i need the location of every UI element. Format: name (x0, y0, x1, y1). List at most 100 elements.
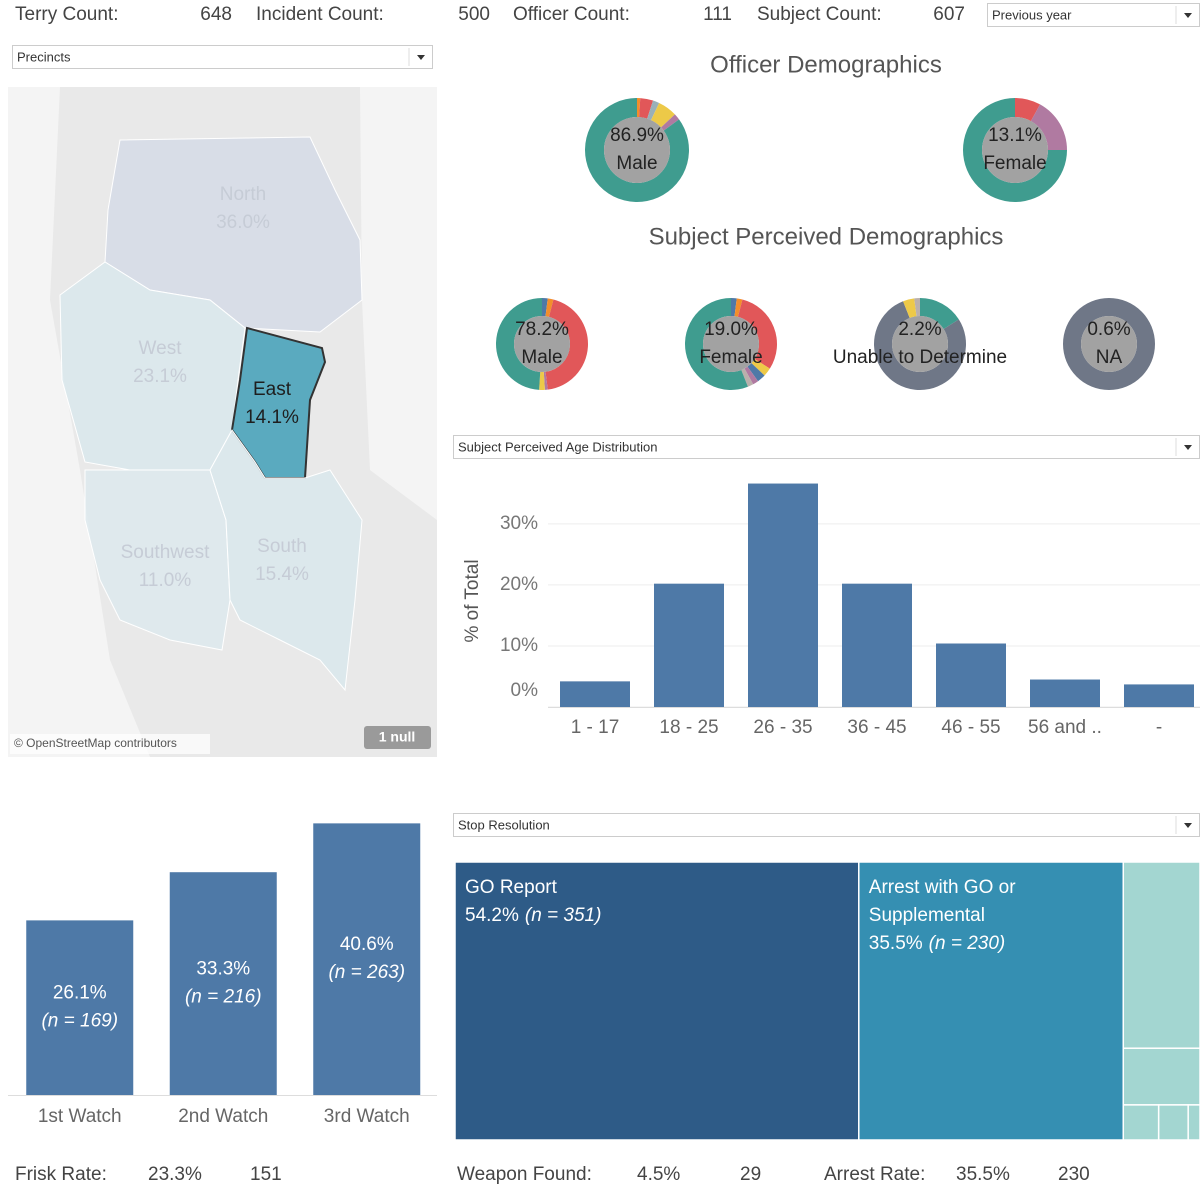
donut-segment (874, 301, 966, 390)
bar[interactable] (1124, 684, 1194, 707)
donut-center (982, 117, 1048, 183)
donut-center (892, 316, 948, 372)
bar-value-label: 33.3% (196, 959, 250, 980)
precinct-value: 23.1% (133, 366, 187, 387)
bar-value-label: 40.6% (340, 934, 394, 955)
donut-value: 13.1% (988, 125, 1042, 146)
bar-count-label: (n = 169) (41, 1011, 118, 1032)
x-tick-label: 18 - 25 (659, 717, 718, 738)
bar-value-label: 26.1% (53, 983, 107, 1004)
treemap-cell[interactable] (1122, 1047, 1200, 1106)
x-tick-label: 2nd Watch (178, 1106, 268, 1127)
donut-segment (734, 298, 743, 317)
x-tick-label: 3rd Watch (324, 1106, 410, 1127)
precinct-value: 15.4% (255, 564, 309, 585)
dropdown-box[interactable] (453, 813, 1200, 837)
dropdown[interactable]: Stop Resolution (453, 813, 1200, 837)
null-badge-box (364, 726, 431, 749)
dropdown[interactable]: Previous year (987, 3, 1200, 27)
dropdown-arrow[interactable] (1184, 445, 1192, 450)
donut-center (703, 316, 759, 372)
donut-segment (545, 299, 589, 390)
donut-segment (731, 298, 737, 317)
donut-segment (744, 366, 759, 385)
y-tick-label: 10% (500, 635, 538, 656)
treemap-cell[interactable] (1187, 1104, 1200, 1141)
stat-value: 500 (458, 4, 490, 25)
null-badge[interactable]: 1 null (379, 729, 416, 745)
bar[interactable] (936, 643, 1006, 707)
treemap-cell[interactable] (1122, 1104, 1160, 1141)
bar[interactable] (654, 583, 724, 707)
y-tick-label: 20% (500, 574, 538, 595)
donut-segment (920, 298, 959, 329)
bar[interactable] (560, 681, 630, 707)
donut-segment (543, 371, 548, 390)
donut-segment (539, 371, 545, 390)
donut-segment (1030, 104, 1067, 150)
dropdown[interactable]: Subject Perceived Age Distribution (453, 435, 1200, 459)
bar[interactable] (1030, 679, 1100, 707)
footer-count: 151 (250, 1164, 282, 1185)
dropdown-arrow[interactable] (417, 55, 425, 60)
treemap-value: 35.5% (869, 933, 923, 954)
dropdown-text[interactable]: Precincts (17, 49, 71, 64)
bar[interactable] (313, 823, 421, 1095)
precinct-name: South (257, 536, 307, 557)
stat-label: Incident Count: (256, 4, 384, 25)
dropdown-text[interactable]: Subject Perceived Age Distribution (458, 439, 657, 454)
treemap-label: Arrest with GO or Supplemental (869, 877, 1016, 926)
donut-segment (495, 298, 542, 390)
bar-count-label: (n = 263) (328, 962, 405, 983)
donut-label: Female (699, 347, 762, 368)
attribution: © OpenStreetMap contributors (14, 736, 177, 750)
x-tick-label: 46 - 55 (941, 717, 1000, 738)
stat-value: 648 (200, 4, 232, 25)
section-title: Subject Perceived Demographics (649, 223, 1004, 250)
footer-label: Frisk Rate: (15, 1164, 107, 1185)
donut-label: NA (1096, 347, 1123, 368)
x-tick-label: 26 - 35 (753, 717, 812, 738)
footer-count: 29 (740, 1164, 761, 1185)
dropdown-text[interactable]: Previous year (992, 7, 1072, 22)
donut-segment (545, 298, 554, 317)
donut-segment (914, 298, 920, 317)
bar[interactable] (748, 483, 818, 707)
bar[interactable] (169, 872, 277, 1095)
donut-segment (963, 98, 1067, 202)
treemap-cell[interactable] (858, 861, 1125, 1141)
donut-segment (637, 98, 641, 118)
donut-segment (747, 363, 765, 382)
donut-segment (651, 102, 675, 128)
stat-label: Terry Count: (15, 4, 118, 25)
dropdown[interactable]: Precincts (12, 45, 433, 69)
donut-segment (741, 368, 754, 387)
donut-segment (647, 100, 660, 121)
precinct[interactable] (209, 429, 363, 692)
dropdown-text[interactable]: Stop Resolution (458, 817, 550, 832)
footer-rate: 35.5% (956, 1164, 1010, 1185)
bar[interactable] (842, 583, 912, 707)
precinct-value: 14.1% (245, 407, 299, 428)
bar[interactable] (26, 920, 134, 1095)
precinct-name: Southwest (121, 542, 210, 563)
treemap-cell[interactable] (1122, 861, 1200, 1049)
dropdown-arrow[interactable] (1184, 13, 1192, 18)
y-tick-label: 30% (500, 513, 538, 534)
dropdown-arrow[interactable] (1184, 823, 1192, 828)
bar-count-label: (n = 216) (185, 987, 262, 1008)
donut-segment (737, 299, 777, 369)
donut-segment (1063, 298, 1155, 390)
attribution-box (10, 734, 210, 754)
donut-value: 86.9% (610, 125, 664, 146)
donut-segment (585, 98, 690, 202)
footer-rate: 4.5% (637, 1164, 680, 1185)
treemap-cell[interactable] (1157, 1104, 1189, 1141)
precinct-value: 36.0% (216, 212, 270, 233)
treemap-cell[interactable] (454, 861, 860, 1141)
donut-value: 0.6% (1087, 319, 1130, 340)
precinct-name: North (220, 184, 266, 205)
dropdown-box[interactable] (12, 45, 433, 69)
treemap-label: GO Report (465, 877, 558, 898)
